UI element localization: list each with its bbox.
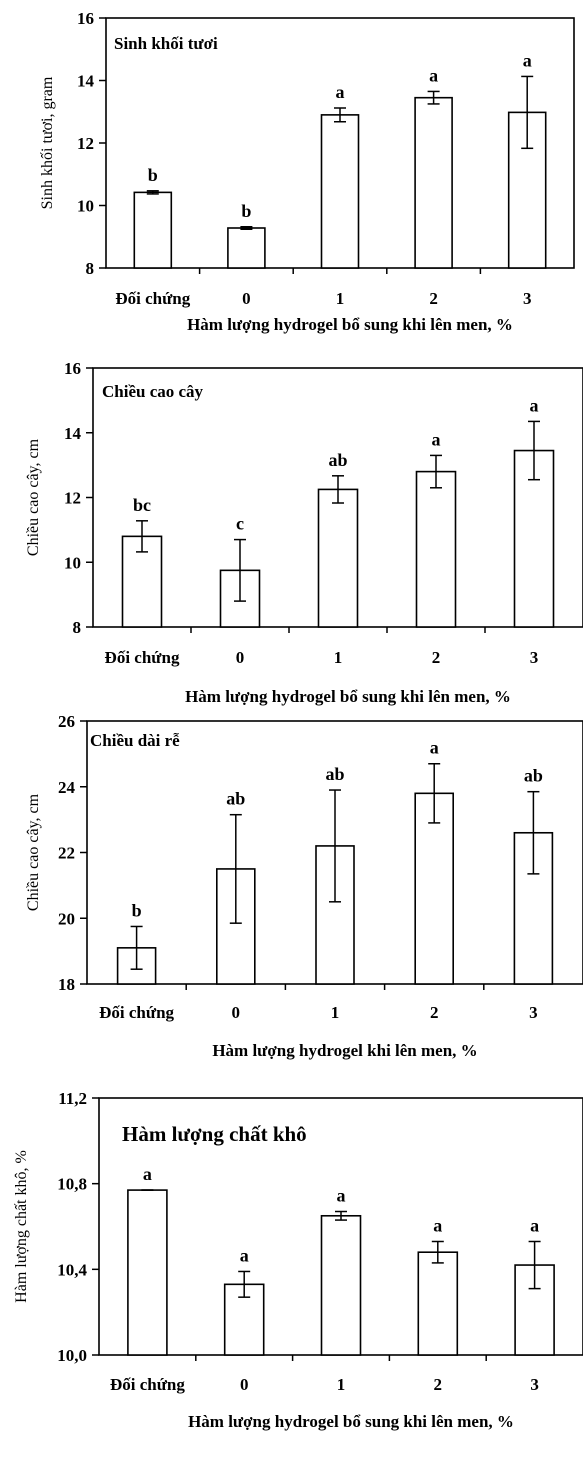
y-tick-label: 12 <box>77 134 94 153</box>
y-tick-label: 14 <box>64 424 82 443</box>
bar <box>414 792 455 985</box>
significance-label: a <box>523 50 532 70</box>
x-axis-label: Hàm lượng hydrogel bổ sung khi lên men, … <box>185 687 511 706</box>
y-tick-label: 12 <box>64 489 81 508</box>
panel-title: Chiều cao cây <box>102 382 204 401</box>
significance-label: a <box>240 1245 249 1265</box>
significance-label: a <box>432 429 441 449</box>
category-label: 1 <box>336 289 345 308</box>
category-label: 2 <box>430 1003 439 1022</box>
bar <box>317 488 359 628</box>
category-label: 2 <box>429 289 438 308</box>
x-axis-label: Hàm lượng hydrogel bổ sung khi lên men, … <box>187 315 513 334</box>
y-axis-label: Chiều cao cây, cm <box>25 793 42 911</box>
category-label: 3 <box>523 289 532 308</box>
category-label: 2 <box>434 1375 443 1394</box>
significance-label: c <box>236 514 244 534</box>
significance-label: a <box>429 65 438 85</box>
bar <box>227 227 266 269</box>
y-axis-label: Sinh khối tươi, gram <box>39 76 56 209</box>
category-label: 2 <box>432 648 441 667</box>
significance-label: a <box>337 1186 346 1206</box>
significance-label: b <box>132 900 142 920</box>
significance-label: a <box>336 82 345 102</box>
y-tick-label: 10 <box>77 197 94 216</box>
category-label: 0 <box>232 1003 241 1022</box>
significance-label: a <box>430 738 439 758</box>
significance-label: bc <box>133 495 151 515</box>
category-label: 0 <box>242 289 251 308</box>
x-axis-label: Hàm lượng hydrogel khi lên men, % <box>212 1041 477 1060</box>
category-label: 1 <box>331 1003 340 1022</box>
bar <box>133 191 173 269</box>
category-label: 3 <box>529 1003 538 1022</box>
category-label: 1 <box>334 648 343 667</box>
significance-label: b <box>148 165 158 185</box>
y-axis-label: Chiều cao cây, cm <box>25 438 42 556</box>
y-tick-label: 10 <box>64 553 81 572</box>
y-tick-label: 26 <box>58 712 75 731</box>
y-tick-label: 11,2 <box>58 1089 87 1108</box>
y-tick-label: 10,8 <box>57 1175 87 1194</box>
category-label: Đối chứng <box>110 1375 185 1394</box>
significance-label: ab <box>524 766 543 786</box>
bar <box>415 470 457 628</box>
y-tick-label: 8 <box>73 618 82 637</box>
bar <box>320 1214 362 1356</box>
panel-title: Hàm lượng chất khô <box>122 1122 307 1146</box>
panel-title: Chiều dài rễ <box>90 731 180 750</box>
bar <box>320 114 360 269</box>
significance-label: a <box>433 1215 442 1235</box>
y-axis-label: Hàm lượng chất khô, % <box>13 1150 30 1303</box>
y-tick-label: 10,0 <box>57 1346 87 1365</box>
y-tick-label: 16 <box>64 359 81 378</box>
category-label: 0 <box>240 1375 249 1394</box>
significance-label: a <box>530 1215 539 1235</box>
significance-label: b <box>241 201 251 221</box>
significance-label: a <box>530 395 539 415</box>
x-axis-label: Hàm lượng hydrogel bổ sung khi lên men, … <box>188 1412 514 1431</box>
bar <box>127 1189 168 1356</box>
category-label: Đối chứng <box>115 289 190 308</box>
y-tick-label: 10,4 <box>57 1260 87 1279</box>
y-tick-label: 16 <box>77 9 94 28</box>
y-tick-label: 8 <box>86 259 95 278</box>
significance-label: ab <box>226 789 245 809</box>
bar <box>417 1251 459 1356</box>
y-tick-label: 24 <box>58 778 76 797</box>
category-label: 0 <box>236 648 245 667</box>
panel-title: Sinh khối tươi <box>114 34 218 53</box>
category-label: 3 <box>530 1375 539 1394</box>
y-tick-label: 18 <box>58 975 75 994</box>
category-label: Đối chứng <box>105 648 180 667</box>
significance-label: ab <box>328 450 347 470</box>
y-tick-label: 20 <box>58 909 75 928</box>
y-tick-label: 14 <box>77 72 95 91</box>
category-label: Đối chứng <box>99 1003 174 1022</box>
significance-label: ab <box>325 764 344 784</box>
significance-label: a <box>143 1164 152 1184</box>
bar <box>414 96 453 269</box>
y-tick-label: 22 <box>58 844 75 863</box>
category-label: 3 <box>530 648 539 667</box>
category-label: 1 <box>337 1375 346 1394</box>
